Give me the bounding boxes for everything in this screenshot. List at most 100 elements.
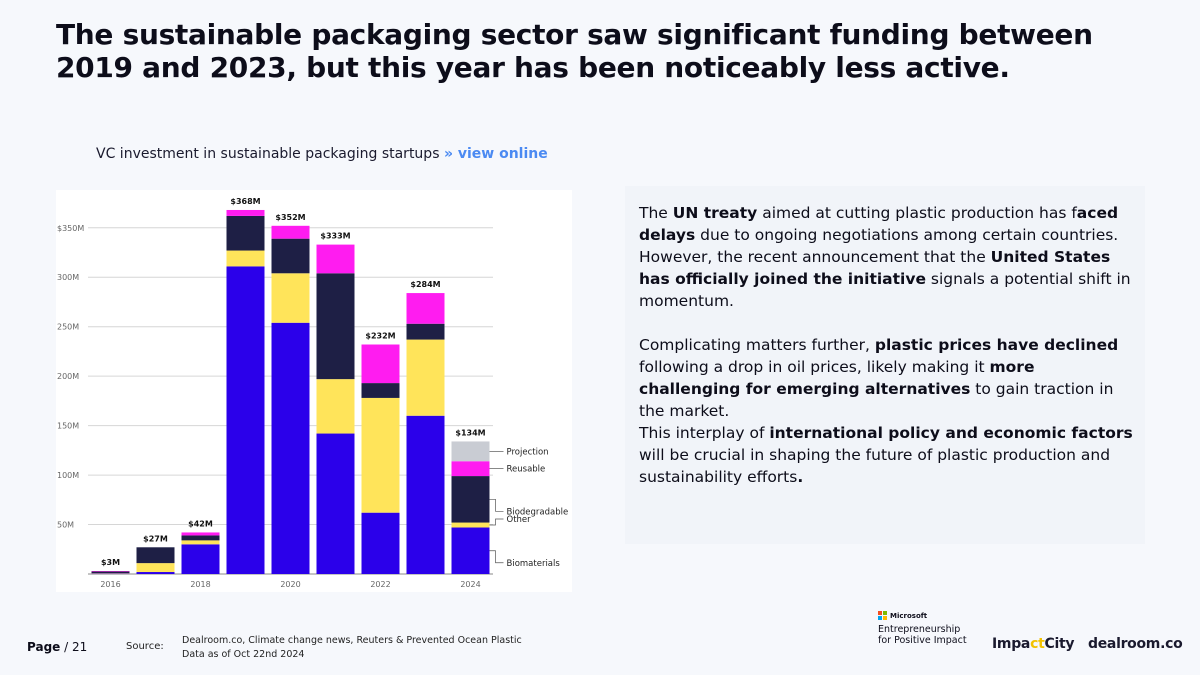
bar-total-label: $333M: [320, 232, 350, 241]
source-text: Dealroom.co, Climate change news, Reuter…: [182, 634, 522, 662]
y-tick-label: 300M: [57, 273, 79, 282]
chart-caption-text: VC investment in sustainable packaging s…: [96, 146, 440, 162]
legend-label: Other: [507, 515, 532, 525]
body-text: The: [639, 204, 673, 222]
emphasis-text: United States has officially joined the …: [639, 248, 1111, 288]
source-label: Source:: [126, 641, 164, 652]
y-tick-label: $350M: [57, 224, 84, 233]
emphasis-text: aced delays: [639, 204, 1119, 244]
body-text: This interplay of: [639, 424, 770, 442]
bar-segment-biomaterials: [91, 573, 130, 575]
bar-segment-biodegradable: [406, 323, 445, 340]
bar-segment-biodegradable: [361, 383, 400, 398]
y-tick-label: 100M: [57, 471, 79, 480]
x-tick-label: 2018: [190, 580, 210, 589]
bar-segment-reusable: [451, 461, 490, 477]
microsoft-program-line-2: for Positive Impact: [878, 635, 967, 646]
bar-total-label: $352M: [275, 213, 305, 222]
y-tick-label: 50M: [57, 521, 74, 530]
bar-segment-other: [226, 250, 265, 267]
bar-segment-biodegradable: [316, 273, 355, 380]
page-count: / 21: [60, 640, 88, 654]
bar-segment-other: [361, 397, 400, 513]
microsoft-logo: Microsoft Entrepreneurship for Positive …: [878, 611, 968, 659]
bar-segment-biomaterials: [451, 527, 490, 574]
bar-segment-reusable: [226, 209, 265, 216]
y-tick-label: 200M: [57, 372, 79, 381]
bar-segment-biomaterials: [136, 572, 175, 574]
microsoft-wordmark: Microsoft: [890, 611, 928, 620]
bar-total-label: $232M: [365, 332, 395, 341]
bar-segment-other: [136, 563, 175, 573]
bar-segment-reusable: [271, 225, 310, 239]
paragraph-policy: This interplay of international policy a…: [639, 422, 1139, 488]
paragraph-plastic-prices: Complicating matters further, plastic pr…: [639, 334, 1139, 422]
emphasis-text: more challenging for emerging alternativ…: [639, 358, 1035, 398]
chart-area: 50M 100M 150M 200M 250M 300M $350M $3M 2016 $27M $…: [56, 190, 572, 592]
bar-segment-biomaterials: [316, 433, 355, 574]
bar-segment-other: [406, 339, 445, 416]
microsoft-program-line-1: Entrepreneurship: [878, 624, 961, 635]
bar-segment-other: [271, 273, 310, 323]
bar-segment-reusable: [181, 532, 220, 536]
emphasis-text: .: [797, 468, 804, 486]
x-tick-label: 2020: [280, 580, 300, 589]
bar-segment-biomaterials: [361, 512, 400, 574]
dealroom-logo: dealroom.co: [1088, 636, 1183, 652]
commentary-panel: [625, 186, 1145, 544]
bar-segment-reusable: [361, 344, 400, 384]
body-text: due to ongoing negotiations among certai…: [639, 226, 1119, 266]
bar-total-label: $368M: [230, 197, 260, 206]
chart-caption: VC investment in sustainable packaging s…: [96, 146, 548, 162]
bar-segment-biodegradable: [271, 238, 310, 274]
bar-segment-biodegradable: [136, 547, 175, 564]
body-text: will be crucial in shaping the future of…: [639, 446, 1111, 486]
legend-label: Biodegradable: [507, 507, 569, 517]
body-text: aimed at cutting plastic production has …: [757, 204, 1077, 222]
source-line-1: Dealroom.co, Climate change news, Reuter…: [182, 635, 522, 646]
stacked-bar-chart: 50M 100M 150M 200M 250M 300M $350M $3M 2016 $27M $…: [57, 197, 569, 589]
body-text: to gain traction in the market.: [639, 380, 1114, 420]
x-tick-label: 2022: [370, 580, 390, 589]
bar-segment-biomaterials: [181, 544, 220, 574]
page-label: Page: [27, 640, 61, 654]
page-number: Page / 21: [27, 640, 87, 654]
bar-total-label: $284M: [410, 280, 440, 289]
bar-segment-other: [316, 379, 355, 434]
source-line-2: Data as of Oct 22nd 2024: [182, 649, 305, 660]
bar-segment-biomaterials: [226, 266, 265, 574]
bar-segment-biodegradable: [226, 215, 265, 251]
x-tick-label: 2024: [460, 580, 480, 589]
bar-total-label: $27M: [143, 534, 168, 543]
legend-label: Biomaterials: [507, 559, 561, 569]
paragraph-un-treaty: The UN treaty aimed at cutting plastic p…: [639, 202, 1139, 312]
bar-segment-biomaterials: [271, 322, 310, 574]
bar-total-label: $134M: [455, 428, 485, 437]
page-title: The sustainable packaging sector saw sig…: [56, 18, 1093, 84]
y-tick-label: 250M: [57, 323, 79, 332]
bar-segment-other: [91, 573, 130, 574]
bar-total-label: $3M: [101, 558, 120, 567]
emphasis-text: plastic prices have declined: [874, 336, 1119, 354]
view-online-link[interactable]: » view online: [443, 146, 548, 162]
bar-segment-reusable: [316, 244, 355, 274]
bar-segment-biodegradable: [451, 476, 490, 523]
body-text: following a drop in oil prices, likely m…: [639, 358, 990, 376]
bar-total-label: $42M: [188, 519, 213, 528]
legend-label: Projection: [507, 447, 549, 457]
bar-segment-projection: [451, 441, 490, 462]
microsoft-icon: [878, 611, 887, 620]
emphasis-text: UN treaty: [672, 204, 758, 222]
legend-leader-line: [489, 550, 504, 564]
bar-segment-biomaterials: [406, 415, 445, 574]
x-tick-label: 2016: [100, 580, 120, 589]
bar-segment-other: [181, 540, 220, 545]
bar-segment-biodegradable: [91, 571, 130, 574]
legend-leader-line: [489, 518, 504, 526]
bar-segment-biodegradable: [181, 535, 220, 541]
y-tick-label: 150M: [57, 422, 79, 431]
bar-segment-other: [451, 522, 490, 528]
body-text: signals a potential shift in momentum.: [639, 270, 1131, 310]
bar-segment-reusable: [91, 571, 130, 572]
legend-label: Reusable: [507, 465, 546, 475]
